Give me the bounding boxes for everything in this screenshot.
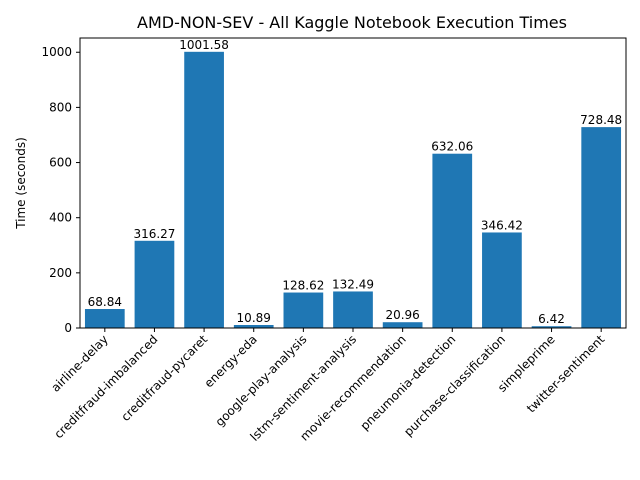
bar-value-label: 132.49 bbox=[332, 277, 374, 291]
bar bbox=[581, 127, 622, 328]
bar bbox=[84, 309, 125, 328]
y-tick-label: 200 bbox=[49, 266, 72, 280]
bar-value-label: 6.42 bbox=[538, 312, 565, 326]
bar bbox=[233, 324, 274, 328]
bar-value-label: 728.48 bbox=[580, 113, 622, 127]
bar bbox=[531, 326, 572, 328]
y-tick-label: 0 bbox=[64, 321, 72, 335]
bar-value-label: 20.96 bbox=[385, 308, 419, 322]
bar-value-label: 1001.58 bbox=[179, 38, 229, 52]
bar bbox=[432, 153, 473, 328]
x-tick-label: google-play-analysis bbox=[213, 332, 310, 429]
y-tick-label: 600 bbox=[49, 156, 72, 170]
y-axis: 0 200 400 600 800 1000 bbox=[41, 45, 80, 335]
bar-value-label: 632.06 bbox=[431, 140, 473, 154]
y-tick-label: 1000 bbox=[41, 45, 72, 59]
bar bbox=[184, 51, 224, 329]
chart-title: AMD-NON-SEV - All Kaggle Notebook Execut… bbox=[137, 13, 567, 32]
bar-value-label: 10.89 bbox=[237, 311, 271, 325]
y-axis-label: Time (seconds) bbox=[14, 137, 28, 230]
y-tick-label: 400 bbox=[49, 211, 72, 225]
bar bbox=[283, 292, 324, 328]
bar bbox=[482, 232, 522, 328]
x-tick-label: creditfraud-imbalanced bbox=[51, 332, 160, 441]
x-axis: airline-delaycreditfraud-imbalancedcredi… bbox=[48, 328, 608, 444]
bar-value-label: 316.27 bbox=[133, 227, 175, 241]
bar bbox=[134, 240, 175, 328]
bar-value-label: 68.84 bbox=[88, 295, 122, 309]
y-tick-label: 800 bbox=[49, 100, 72, 114]
bar-value-label: 346.42 bbox=[481, 218, 523, 232]
bar-value-label: 128.62 bbox=[282, 279, 324, 293]
x-tick-label: pneumonia-detection bbox=[358, 332, 459, 433]
bars-group bbox=[84, 51, 622, 329]
x-tick-label: creditfraud-pycaret bbox=[118, 332, 210, 424]
bar bbox=[382, 322, 423, 328]
bar bbox=[333, 291, 373, 328]
x-tick-label: purchase-classification bbox=[401, 332, 508, 439]
plot-frame bbox=[79, 37, 627, 329]
data-labels-group: 68.84 316.27 1001.58 10.89 128.62 132.49 20.96… bbox=[88, 38, 623, 326]
